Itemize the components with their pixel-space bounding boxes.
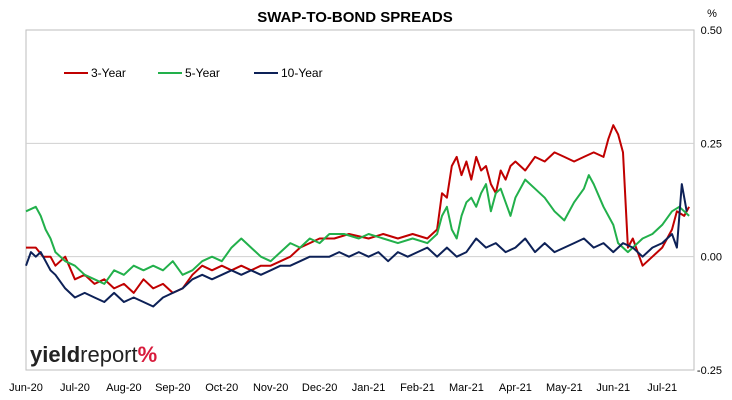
x-tick-label: Jun-20 — [9, 382, 43, 394]
yieldreport-logo: yieldreport% — [30, 342, 157, 367]
x-tick-label: May-21 — [546, 382, 583, 394]
x-tick-label: Jul-20 — [60, 382, 90, 394]
y-axis-unit-label: % — [707, 8, 717, 20]
logo-part-report: report — [80, 342, 137, 367]
series-line-2 — [25, 174, 690, 285]
y-axis-ticks: 0.50 0.25 0.00 -0.25 — [697, 25, 722, 377]
legend-label-2: 5-Year — [185, 66, 220, 80]
legend-label-1: 3-Year — [91, 66, 126, 80]
y-tick-label: 0.50 — [701, 25, 722, 37]
y-tick-label: -0.25 — [697, 365, 722, 377]
logo-part-percent: % — [138, 342, 158, 367]
x-axis-ticks: Jun-20 Jul-20 Aug-20 Sep-20 Oct-20 Nov-20 Dec-… — [9, 382, 677, 394]
svg-text:yieldreport%: yieldreport% — [30, 342, 157, 367]
x-tick-label: Jul-21 — [647, 382, 677, 394]
x-tick-label: Nov-20 — [253, 382, 288, 394]
x-tick-label: Sep-20 — [155, 382, 190, 394]
x-tick-label: Apr-21 — [499, 382, 532, 394]
series-lines — [25, 124, 690, 308]
x-tick-label: Dec-20 — [302, 382, 337, 394]
x-tick-label: Mar-21 — [449, 382, 484, 394]
x-tick-label: Jan-21 — [352, 382, 386, 394]
legend-label-3: 10-Year — [281, 66, 323, 80]
series-line-1 — [26, 124, 690, 294]
series-line-3 — [25, 183, 688, 308]
chart-title: SWAP-TO-BOND SPREADS — [257, 9, 453, 26]
x-tick-label: Feb-21 — [400, 382, 435, 394]
x-tick-label: Jun-21 — [596, 382, 630, 394]
x-tick-label: Oct-20 — [205, 382, 238, 394]
plot-area-frame — [25, 29, 695, 371]
gridlines — [26, 142, 694, 258]
legend: 3-Year 5-Year 10-Year — [64, 66, 323, 80]
y-tick-label: 0.25 — [701, 138, 722, 150]
logo-part-yield: yield — [30, 342, 80, 367]
y-tick-label: 0.00 — [701, 252, 722, 264]
x-tick-label: Aug-20 — [106, 382, 141, 394]
